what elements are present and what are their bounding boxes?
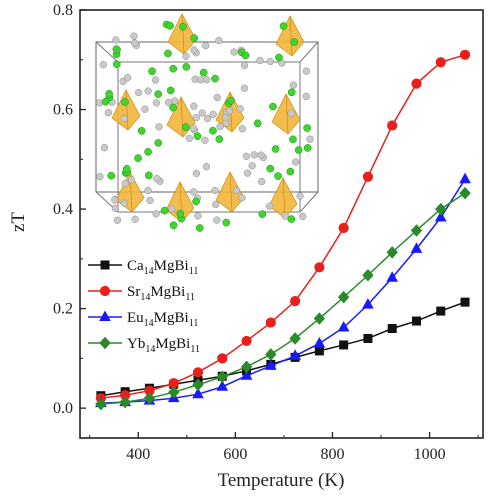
data-point (411, 78, 422, 89)
data-point (337, 290, 350, 304)
series-line (100, 54, 466, 399)
data-point (386, 246, 398, 259)
series-layer (95, 49, 471, 411)
data-point (434, 211, 447, 222)
data-point (289, 332, 301, 345)
series-line (100, 178, 466, 404)
data-point (363, 333, 373, 343)
legend-entry: Yb14MgBi11 (88, 336, 200, 355)
data-point (216, 370, 228, 384)
series-yb14mgbi11 (95, 186, 471, 411)
data-point (460, 297, 470, 307)
legend: Ca14MgBi11 Sr14MgBi11 Eu14MgBi11 Yb14MgBi11 (88, 258, 200, 355)
legend-marker (99, 336, 111, 350)
data-point (436, 306, 446, 316)
x-tick-label: 400 (126, 446, 150, 463)
data-point (459, 49, 471, 60)
y-tick-label: 0.0 (53, 400, 73, 417)
legend-label: Yb14MgBi11 (127, 336, 200, 355)
data-point (240, 369, 253, 380)
data-point (362, 269, 374, 282)
y-tick-label: 0.6 (53, 102, 73, 119)
legend-label: Eu14MgBi11 (127, 310, 198, 329)
data-point (241, 335, 252, 347)
data-point (216, 380, 229, 391)
legend-entry: Eu14MgBi11 (88, 310, 198, 329)
data-point (240, 360, 253, 374)
data-point (265, 317, 276, 328)
x-tick-label: 1000 (414, 446, 446, 463)
data-point (314, 346, 324, 356)
data-point (143, 391, 156, 405)
data-point (337, 320, 350, 332)
data-point (435, 202, 447, 216)
crystal-structure-inset (95, 13, 319, 232)
legend-marker (99, 285, 111, 297)
data-point (192, 387, 204, 399)
data-point (289, 349, 301, 360)
data-point (387, 324, 397, 334)
data-point (387, 120, 398, 131)
data-point (362, 298, 374, 309)
data-point (338, 222, 349, 234)
x-tick-label: 600 (223, 446, 247, 463)
data-point (313, 312, 326, 325)
data-point (192, 367, 204, 378)
legend-marker (100, 260, 110, 270)
data-point (459, 172, 471, 184)
data-point (217, 353, 228, 364)
data-point (289, 296, 301, 307)
data-point (95, 397, 107, 411)
data-point (314, 262, 325, 273)
legend-entry: Ca14MgBi11 (88, 258, 198, 277)
data-point (411, 316, 421, 326)
data-point (386, 271, 399, 282)
y-axis-label: zT (8, 212, 29, 232)
legend-label: Sr14MgBi11 (127, 284, 195, 303)
x-tick-label: 800 (320, 446, 344, 463)
data-point (410, 224, 423, 237)
data-point (119, 395, 131, 409)
data-point (410, 242, 423, 253)
data-point (168, 385, 180, 399)
data-point (339, 340, 349, 350)
data-point (435, 57, 446, 68)
legend-label: Ca14MgBi11 (127, 258, 198, 277)
y-tick-label: 0.4 (53, 201, 73, 218)
data-point (313, 336, 326, 348)
x-axis-label: Temperature (K) (218, 470, 345, 491)
data-point (362, 171, 374, 182)
data-point (459, 186, 471, 200)
plot-frame (79, 9, 484, 439)
data-point (192, 378, 204, 391)
axis-ticks: 400 600 800 1000 0.0 0.2 0.4 0.6 0.8 (53, 2, 479, 463)
y-tick-label: 0.8 (53, 2, 73, 19)
data-point (264, 359, 277, 370)
data-point (265, 348, 277, 361)
legend-marker (99, 310, 111, 321)
series-line (100, 192, 466, 405)
y-tick-label: 0.2 (53, 301, 73, 318)
legend-entry: Sr14MgBi11 (88, 284, 195, 303)
